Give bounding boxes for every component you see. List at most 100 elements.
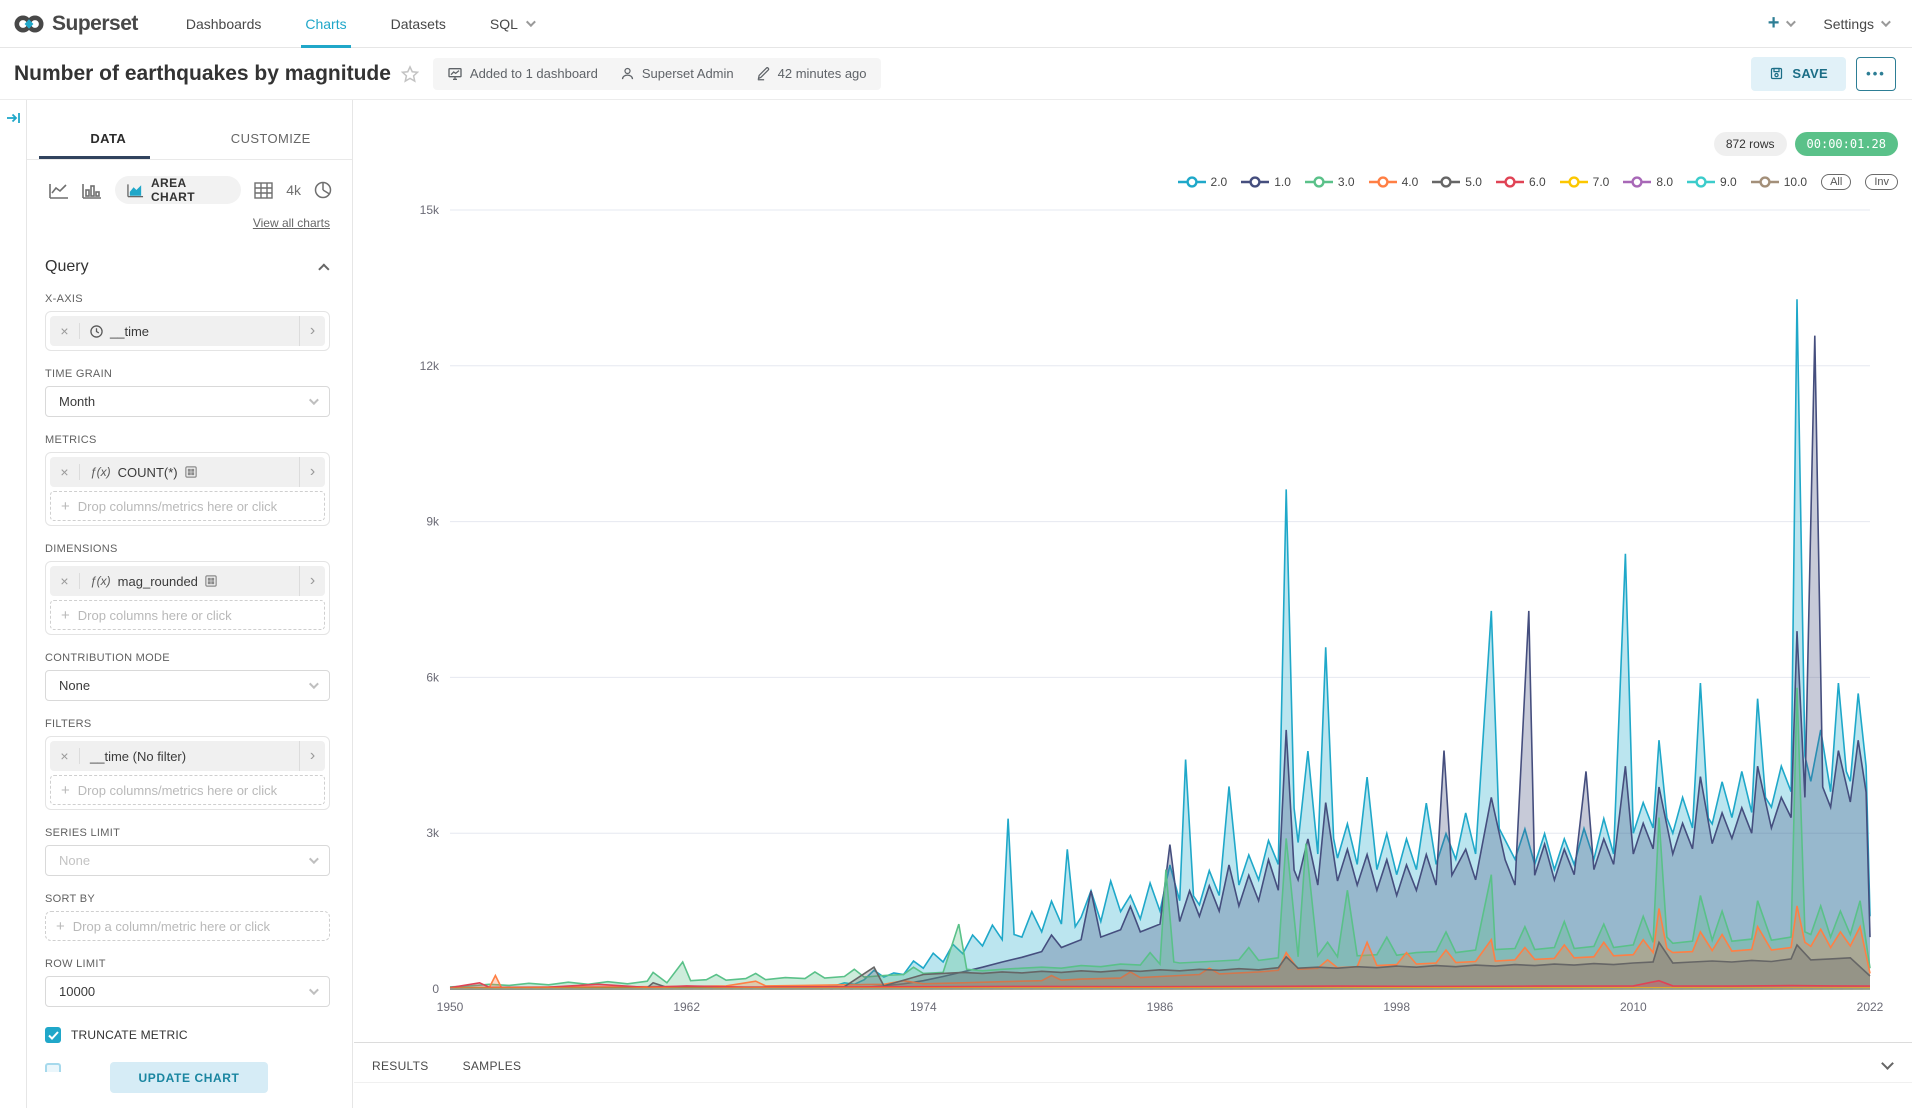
remove-icon[interactable]: × <box>50 748 80 764</box>
results-panel: RESULTS SAMPLES <box>354 1042 1912 1108</box>
favorite-star-icon[interactable] <box>400 64 419 83</box>
dimensions-dropzone[interactable]: + Drop columns here or click <box>50 600 325 630</box>
chart-panel: 872 rows 00:00:01.28 2.0 1.0 3.0 4.0 5.0 6.0 7… <box>354 100 1912 1108</box>
legend-all-button[interactable]: All <box>1821 174 1852 190</box>
row-limit-select[interactable]: 10000 <box>45 976 330 1007</box>
view-all-charts-link[interactable]: View all charts <box>252 216 330 230</box>
nav-dashboards[interactable]: Dashboards <box>185 15 262 32</box>
line-chart-icon[interactable] <box>49 181 69 199</box>
remove-icon[interactable]: × <box>50 464 80 480</box>
query-timer-badge: 00:00:01.28 <box>1794 132 1898 156</box>
query-status-badges: 872 rows 00:00:01.28 <box>1713 132 1898 156</box>
collapse-panel-icon[interactable] <box>6 110 22 126</box>
checkbox-label: TRUNCATE METRIC <box>71 1028 188 1042</box>
new-item-button[interactable]: + <box>1768 12 1797 35</box>
legend-marker-icon <box>1495 176 1524 188</box>
time-grain-select[interactable]: Month <box>45 386 330 417</box>
chevron-down-icon <box>308 854 319 865</box>
field-label: ROW LIMIT <box>45 958 106 970</box>
metric-pill[interactable]: × ƒ(x) COUNT(*) › <box>50 457 325 487</box>
plus-icon: + <box>56 917 65 935</box>
series-line-2.0 <box>449 299 1871 990</box>
field-label: DIMENSIONS <box>45 543 118 555</box>
chevron-down-icon <box>308 679 319 690</box>
check-icon <box>47 1030 59 1040</box>
caret-right-icon[interactable]: › <box>299 457 325 487</box>
metrics-dropzone[interactable]: + Drop columns/metrics here or click <box>50 491 325 521</box>
tab-results[interactable]: RESULTS <box>372 1059 429 1073</box>
remove-icon[interactable]: × <box>50 573 80 589</box>
big-number-icon[interactable]: 4k <box>286 182 301 198</box>
series-limit-control: SERIES LIMIT None <box>27 827 352 876</box>
sort-by-dropzone[interactable]: + Drop a column/metric here or click <box>45 911 330 941</box>
row-count-badge: 872 rows <box>1713 132 1787 156</box>
area-chart-svg[interactable]: 0 3k 6k 9k 12k 15k 1950 1962 1974 1986 1998 2010 202… <box>354 100 1912 1108</box>
collapse-section-icon[interactable] <box>318 263 330 275</box>
nav-charts[interactable]: Charts <box>283 0 368 48</box>
nav-datasets[interactable]: Datasets <box>390 15 446 32</box>
x-axis-pill[interactable]: × __time › <box>50 316 325 346</box>
plus-icon: + <box>61 606 70 624</box>
last-modified-info[interactable]: 42 minutes ago <box>756 66 867 81</box>
legend-inv-button[interactable]: Inv <box>1865 174 1898 190</box>
dashboards-added-info[interactable]: Added to 1 dashboard <box>447 66 598 82</box>
y-tick-label: 0 <box>432 982 439 996</box>
viz-type-selected[interactable]: AREA CHART <box>115 176 242 204</box>
caret-right-icon[interactable]: › <box>299 566 325 596</box>
field-label: TIME GRAIN <box>45 368 113 380</box>
nav-sql[interactable]: SQL <box>468 0 555 48</box>
chevron-down-icon <box>1880 17 1891 28</box>
legend-item-8.0[interactable]: 8.0 <box>1623 175 1673 189</box>
contribution-mode-select[interactable]: None <box>45 670 330 701</box>
legend-item-5.0[interactable]: 5.0 <box>1432 175 1482 189</box>
caret-right-icon[interactable]: › <box>299 316 325 346</box>
caret-right-icon[interactable]: › <box>299 741 325 771</box>
chart-metadata-bar: Added to 1 dashboard Superset Admin 42 m… <box>432 57 881 90</box>
filter-pill[interactable]: × __time (No filter) › <box>50 741 325 771</box>
owner-info[interactable]: Superset Admin <box>620 66 734 81</box>
certified-grid-icon <box>205 575 217 587</box>
remove-icon[interactable]: × <box>50 323 80 339</box>
chart-legend: 2.0 1.0 3.0 4.0 5.0 6.0 7.0 8.0 9.0 10.0 All Inv <box>1177 174 1898 190</box>
y-tick-label: 6k <box>426 670 440 684</box>
legend-item-1.0[interactable]: 1.0 <box>1241 175 1291 189</box>
tab-samples[interactable]: SAMPLES <box>462 1059 522 1073</box>
x-tick-label: 2010 <box>1620 1000 1647 1014</box>
series-line-5.0 <box>449 940 1871 989</box>
chart-header: Number of earthquakes by magnitude Added… <box>0 48 1912 100</box>
more-actions-button[interactable]: ••• <box>1856 56 1896 91</box>
contribution-mode-control: CONTRIBUTION MODE None <box>27 652 352 701</box>
legend-item-9.0[interactable]: 9.0 <box>1687 175 1737 189</box>
update-chart-button[interactable]: UPDATE CHART <box>110 1062 268 1093</box>
data-panel: DATA CUSTOMIZE AREA CHART 4k <box>27 100 353 1108</box>
tab-customize[interactable]: CUSTOMIZE <box>230 131 311 146</box>
table-icon[interactable] <box>254 181 273 199</box>
legend-marker-icon <box>1687 176 1716 188</box>
save-button[interactable]: SAVE <box>1751 56 1846 91</box>
bar-chart-icon[interactable] <box>82 181 102 199</box>
partially-visible-checkbox[interactable] <box>45 1063 61 1072</box>
legend-marker-icon <box>1177 176 1206 188</box>
dimension-pill[interactable]: × ƒ(x) mag_rounded › <box>50 566 325 596</box>
pie-chart-icon[interactable] <box>314 181 332 199</box>
legend-item-10.0[interactable]: 10.0 <box>1750 175 1807 189</box>
truncate-metric-checkbox[interactable] <box>45 1027 61 1043</box>
tab-data[interactable]: DATA <box>27 100 190 159</box>
series-line-3.0 <box>449 687 1871 988</box>
legend-item-6.0[interactable]: 6.0 <box>1495 175 1546 189</box>
series-limit-select[interactable]: None <box>45 845 330 876</box>
legend-item-3.0[interactable]: 3.0 <box>1304 175 1355 189</box>
filters-dropzone[interactable]: + Drop columns/metrics here or click <box>50 775 325 805</box>
pencil-icon <box>757 67 769 81</box>
legend-marker-icon <box>1750 176 1779 188</box>
field-label: METRICS <box>45 434 97 446</box>
settings-menu[interactable]: Settings <box>1823 16 1891 32</box>
superset-logo[interactable]: Superset <box>14 12 138 36</box>
query-section-header: Query <box>27 230 352 276</box>
legend-item-2.0[interactable]: 2.0 <box>1177 175 1227 189</box>
function-icon: ƒ(x) <box>90 465 111 479</box>
series-line-1.0 <box>449 335 1871 990</box>
legend-item-7.0[interactable]: 7.0 <box>1559 175 1609 189</box>
legend-item-4.0[interactable]: 4.0 <box>1368 175 1418 189</box>
chevron-down-icon <box>525 17 536 28</box>
